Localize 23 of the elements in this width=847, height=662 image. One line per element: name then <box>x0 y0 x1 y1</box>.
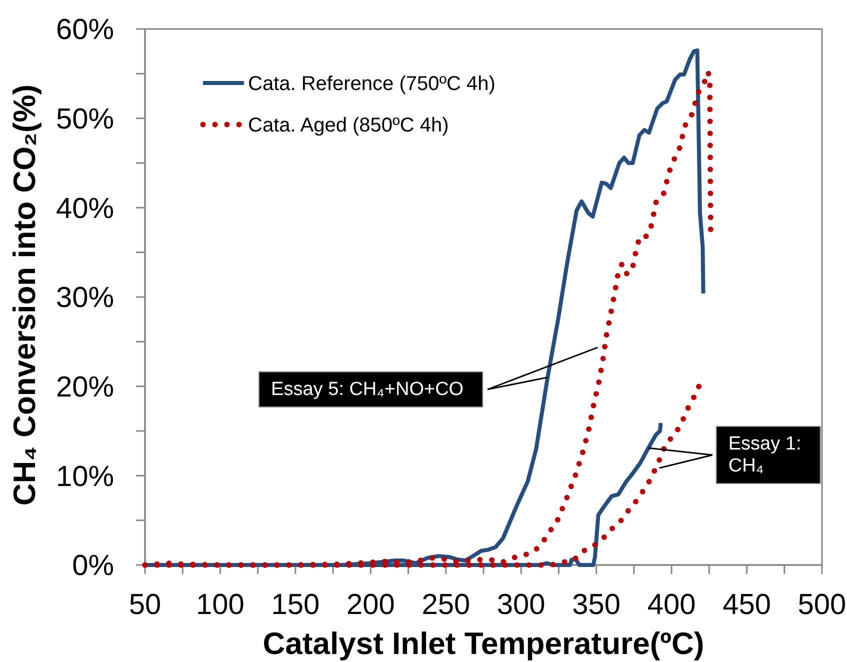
legend-label: Cata. Aged (850ºC 4h) <box>248 114 449 136</box>
x-tick-label: 100 <box>196 589 244 621</box>
y-axis-title: CH₄ Conversion into CO₂(%) <box>7 84 42 506</box>
y-tick-label: 0% <box>72 550 114 582</box>
x-tick-label: 350 <box>572 589 621 621</box>
x-tick-label: 450 <box>722 589 771 621</box>
y-tick-label: 60% <box>56 14 114 46</box>
annotation: Essay 5: CH₄+NO+CO <box>271 378 464 400</box>
x-tick-label: 300 <box>496 589 546 621</box>
y-tick-label: 30% <box>56 282 114 314</box>
y-tick-label: 10% <box>56 460 114 493</box>
x-tick-label: 50 <box>128 589 162 621</box>
x-tick-label: 500 <box>798 589 846 621</box>
x-tick-label: 400 <box>647 589 696 621</box>
x-tick-label: 150 <box>271 589 320 621</box>
annotation: Essay 1: CH₄ <box>728 433 802 476</box>
x-tick-label: 200 <box>346 589 395 621</box>
y-tick-label: 50% <box>56 103 114 136</box>
y-tick-label: 40% <box>56 192 114 225</box>
x-axis-title: Catalyst Inlet Temperature(ºC) <box>262 626 704 661</box>
legend-label: Cata. Reference (750ºC 4h) <box>248 73 496 95</box>
x-tick-label: 250 <box>422 589 470 621</box>
y-tick-label: 20% <box>56 371 114 404</box>
